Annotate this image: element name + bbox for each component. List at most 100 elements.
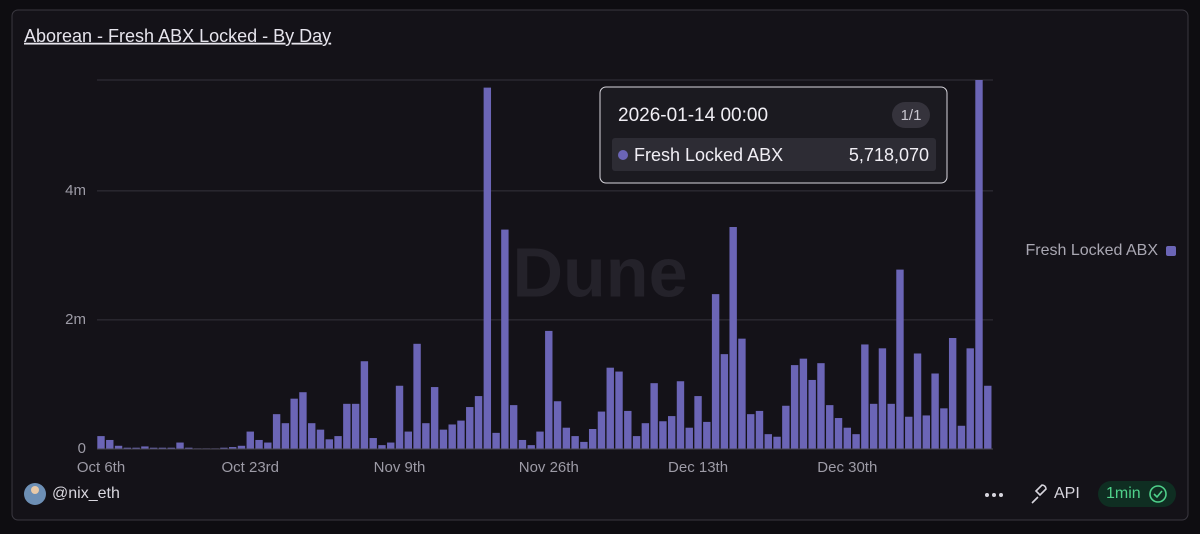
bar <box>308 423 316 449</box>
bar <box>913 353 922 449</box>
chart-title[interactable]: Aborean - Fresh ABX Locked - By Day <box>24 26 331 46</box>
bar <box>360 361 369 449</box>
bar <box>343 403 351 449</box>
bar <box>509 405 518 449</box>
bar <box>404 431 412 449</box>
bar <box>176 442 184 449</box>
bar <box>597 411 606 449</box>
bar <box>448 424 456 449</box>
refresh-pill[interactable] <box>1098 481 1176 507</box>
tooltip-counter: 1/1 <box>901 107 922 124</box>
x-tick-label: Oct 23rd <box>221 459 279 476</box>
bar <box>299 392 307 449</box>
avatar-face <box>31 486 39 494</box>
bar <box>834 418 843 449</box>
bar <box>185 447 193 449</box>
bar <box>957 425 966 449</box>
bar <box>676 381 685 449</box>
bar <box>764 434 772 449</box>
bar <box>351 403 360 449</box>
bar <box>703 421 711 449</box>
bar <box>650 383 658 449</box>
user-name[interactable]: @nix_eth <box>52 485 120 502</box>
bar <box>861 344 869 449</box>
bar <box>571 436 579 449</box>
x-tick-label: Nov 26th <box>519 459 579 476</box>
bar <box>931 373 939 449</box>
bar <box>975 80 983 449</box>
bar <box>325 439 333 449</box>
bar <box>167 447 175 449</box>
bar <box>747 414 755 449</box>
bar <box>492 432 500 449</box>
bar <box>624 410 632 449</box>
bar <box>378 445 386 449</box>
bar <box>641 423 650 449</box>
bar <box>97 436 105 449</box>
bar <box>817 363 825 449</box>
tooltip: 2026-01-14 00:00 1/1 Fresh Locked ABX 5,… <box>599 86 948 184</box>
dot <box>992 493 996 497</box>
bar <box>826 405 834 449</box>
bar <box>439 429 448 449</box>
bar <box>790 365 799 449</box>
bar <box>606 367 614 449</box>
api-icon <box>1031 484 1047 504</box>
bar <box>799 358 808 449</box>
bar <box>220 447 228 449</box>
bar <box>290 398 298 449</box>
menu-dots[interactable] <box>985 493 1003 497</box>
tooltip-row <box>612 138 936 171</box>
bar <box>580 441 588 449</box>
bar <box>843 427 851 449</box>
x-tick-label: Dec 30th <box>817 459 877 476</box>
bar <box>948 338 957 449</box>
x-tick-label: Nov 9th <box>374 459 426 476</box>
tooltip-swatch <box>618 150 628 160</box>
bar <box>615 371 623 449</box>
y-tick-label: 0 <box>78 440 86 457</box>
bar <box>905 416 913 449</box>
bar <box>281 423 290 449</box>
bar <box>738 338 746 449</box>
bar <box>527 445 535 449</box>
api-button[interactable]: API <box>1054 485 1080 502</box>
bar <box>588 428 597 449</box>
x-tick-label: Dec 13th <box>668 459 728 476</box>
bar <box>246 431 254 449</box>
bar <box>141 446 149 449</box>
bar <box>106 439 114 449</box>
bar <box>229 447 237 449</box>
bar <box>518 439 527 449</box>
tooltip-title: 2026-01-14 00:00 <box>618 105 768 126</box>
bar <box>984 385 992 449</box>
bar <box>922 415 931 449</box>
bar <box>887 403 895 449</box>
bar <box>553 401 562 449</box>
dot <box>985 493 989 497</box>
legend-swatch <box>1166 246 1176 256</box>
bar <box>685 427 693 449</box>
bar <box>272 414 281 449</box>
bar <box>132 447 140 449</box>
y-tick-label: 4m <box>65 182 86 199</box>
bar <box>466 407 474 449</box>
bar <box>896 269 904 449</box>
bar <box>668 416 676 449</box>
bar <box>632 436 641 449</box>
bar <box>430 387 439 449</box>
bar <box>369 438 377 449</box>
bar <box>237 445 246 449</box>
bar <box>940 408 948 449</box>
bar <box>334 436 342 449</box>
bar <box>773 436 781 449</box>
bar <box>536 431 544 449</box>
bar <box>387 442 395 449</box>
bar <box>413 343 421 449</box>
footer: @nix_eth API 1min <box>24 481 1176 507</box>
bar <box>255 439 263 449</box>
dot <box>999 493 1003 497</box>
bar <box>711 294 720 449</box>
